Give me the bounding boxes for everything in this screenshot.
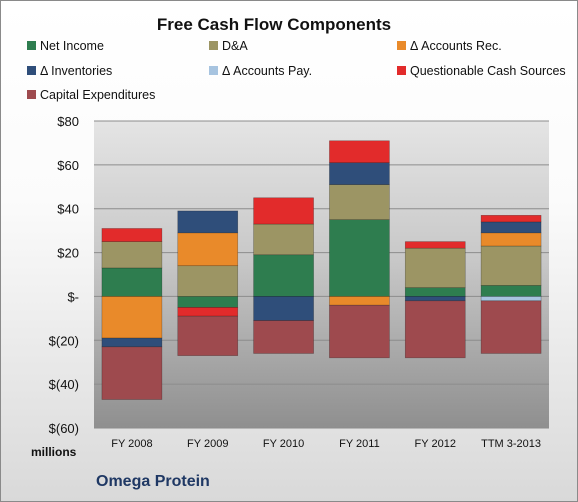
legend-label: Net Income xyxy=(40,39,104,53)
x-tick-label: FY 2009 xyxy=(187,438,228,450)
bar-segment xyxy=(404,296,466,302)
bar-segment xyxy=(101,228,163,242)
bar-segment xyxy=(177,307,239,317)
y-tick-label: $80 xyxy=(57,114,79,129)
legend-item-accounts-rec: Δ Accounts Rec. xyxy=(397,38,502,54)
bar-segment xyxy=(329,304,390,359)
bar-segment xyxy=(101,337,163,348)
legend-item-net-income: Net Income xyxy=(27,38,104,54)
legend-swatch xyxy=(27,41,36,51)
legend-swatch xyxy=(27,90,36,100)
bar-segment xyxy=(177,315,239,356)
y-tick-label: $20 xyxy=(57,246,79,261)
bar-segment xyxy=(480,296,542,302)
bar-segment xyxy=(253,320,314,354)
bar-segment xyxy=(253,254,314,297)
plot-area xyxy=(94,121,549,428)
y-tick-label: $(40) xyxy=(49,377,79,392)
bar-segment xyxy=(404,241,466,249)
bar-segment xyxy=(177,265,239,297)
legend-item-inventories: Δ Inventories xyxy=(27,63,112,79)
bar-segment xyxy=(329,296,390,306)
bar-segment xyxy=(177,232,239,267)
y-tick-label: $(20) xyxy=(49,333,79,348)
bar-segment xyxy=(404,287,466,297)
x-tick-label: TTM 3-2013 xyxy=(481,438,541,450)
x-tick-label: FY 2010 xyxy=(263,438,304,450)
legend-item-da: D&A xyxy=(209,38,248,54)
legend-swatch xyxy=(209,66,218,76)
bar-segment xyxy=(480,245,542,286)
bar-segment xyxy=(404,300,466,359)
chart-title: Free Cash Flow Components xyxy=(156,15,392,34)
bar-segment xyxy=(480,221,542,234)
x-tick-label: FY 2011 xyxy=(339,438,380,450)
bar-segment xyxy=(329,140,390,163)
bar-segment xyxy=(253,223,314,256)
y-tick-label: $- xyxy=(67,289,79,304)
x-tick-label: FY 2012 xyxy=(415,438,456,450)
y-tick-label: $(60) xyxy=(49,421,79,436)
legend-swatch xyxy=(397,41,406,51)
y-tick-label: $60 xyxy=(57,158,79,173)
legend-label: Questionable Cash Sources xyxy=(410,64,566,78)
bar-segment xyxy=(253,296,314,321)
bar-segment xyxy=(101,296,163,339)
legend-label: D&A xyxy=(222,39,248,53)
legend-item-questionable-cash: Questionable Cash Sources xyxy=(397,63,566,79)
company-name: Omega Protein xyxy=(96,473,210,490)
bar-segment xyxy=(101,267,163,297)
bar-segment xyxy=(177,296,239,308)
bar-segment xyxy=(480,232,542,247)
legend-item-capex: Capital Expenditures xyxy=(27,87,155,103)
bar-segment xyxy=(480,214,542,223)
legend-label: Δ Accounts Pay. xyxy=(222,64,313,78)
unit-label: millions xyxy=(31,445,77,459)
x-tick-label: FY 2008 xyxy=(111,438,152,450)
legend-label: Δ Inventories xyxy=(40,64,113,78)
legend-label: Δ Accounts Rec. xyxy=(410,39,502,53)
bar-segment xyxy=(329,184,390,220)
bar-segment xyxy=(329,219,390,297)
bar-segment xyxy=(253,197,314,225)
legend-swatch xyxy=(397,66,406,76)
bar-segment xyxy=(101,241,163,269)
bar-segment xyxy=(177,210,239,234)
bar-segment xyxy=(404,247,466,288)
bar-segment xyxy=(101,346,163,400)
legend-item-accounts-pay: Δ Accounts Pay. xyxy=(209,63,312,79)
bar-segment xyxy=(480,285,542,297)
bar-segment xyxy=(329,162,390,185)
y-tick-label: $40 xyxy=(57,202,79,217)
legend-swatch xyxy=(27,66,36,76)
bar-segment xyxy=(480,300,542,354)
legend-swatch xyxy=(209,41,218,51)
legend-label: Capital Expenditures xyxy=(40,88,156,102)
